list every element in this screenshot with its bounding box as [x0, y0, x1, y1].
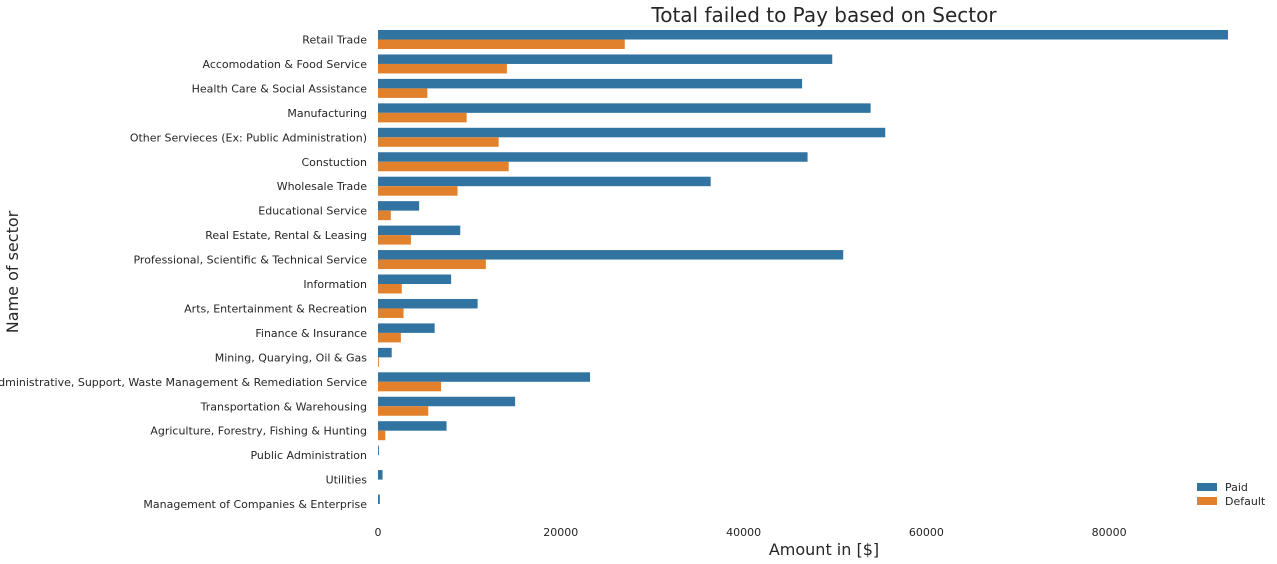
bar-paid-12: [378, 323, 435, 333]
bar-default-12: [378, 332, 401, 343]
y-tick-label: Constuction: [301, 156, 367, 169]
x-axis-label: Amount in [$]: [769, 540, 879, 559]
bar-paid-6: [378, 176, 711, 187]
bar-paid-17: [378, 445, 379, 456]
x-tick-label: 0: [375, 526, 382, 539]
x-tick-label: 20000: [543, 526, 578, 539]
y-tick-label: Accomodation & Food Service: [203, 58, 368, 71]
bar-paid-7: [378, 201, 420, 211]
bar-default-13: [378, 357, 379, 367]
bars: [378, 30, 1228, 505]
y-tick-label: Other Servieces (Ex: Public Administrati…: [130, 131, 367, 144]
legend-swatch-default: [1197, 497, 1217, 505]
bar-default-11: [378, 308, 404, 318]
y-tick-label: Transportation & Warehousing: [200, 400, 367, 413]
x-tick-label: 80000: [1092, 526, 1127, 539]
bar-default-3: [378, 112, 467, 123]
bar-default-6: [378, 186, 458, 196]
bar-default-2: [378, 88, 428, 98]
y-tick-label: Administrative, Support, Waste Managemen…: [0, 376, 367, 389]
bar-paid-11: [378, 298, 478, 309]
bar-paid-8: [378, 225, 461, 236]
y-tick-labels: Retail Trade Accomodation & Food Service H…: [0, 34, 367, 512]
x-tick-label: 60000: [909, 526, 944, 539]
y-tick-label: Wholesale Trade: [277, 180, 368, 193]
x-tick-label: 40000: [726, 526, 761, 539]
y-tick-label: Mining, Quarying, Oil & Gas: [215, 351, 368, 364]
bar-default-14: [378, 381, 442, 392]
y-tick-label: Utilities: [326, 474, 368, 487]
bar-paid-4: [378, 127, 886, 138]
bar-default-4: [378, 137, 499, 147]
legend-swatch-paid: [1197, 483, 1217, 491]
bar-paid-15: [378, 396, 516, 407]
bar-paid-16: [378, 421, 447, 431]
y-tick-label: Public Administration: [250, 449, 367, 462]
y-axis-label: Name of sector: [3, 210, 22, 333]
bar-paid-0: [378, 30, 1228, 40]
bar-default-7: [378, 210, 391, 221]
y-tick-label: Retail Trade: [302, 34, 367, 47]
x-tick-labels: 0 20000 40000 60000 80000: [375, 526, 1127, 539]
y-tick-label: Agriculture, Forestry, Fishing & Hunting: [150, 425, 367, 438]
bar-default-9: [378, 259, 486, 270]
bar-paid-10: [378, 274, 452, 284]
y-tick-label: Finance & Insurance: [255, 327, 367, 340]
bar-default-5: [378, 161, 509, 172]
y-tick-label: Health Care & Social Assistance: [192, 82, 368, 95]
bar-paid-5: [378, 152, 808, 162]
bar-default-0: [378, 39, 625, 49]
bar-paid-19: [378, 494, 380, 505]
y-tick-label: Real Estate, Rental & Leasing: [205, 229, 367, 242]
bar-paid-13: [378, 347, 392, 358]
y-tick-label: Management of Companies & Enterprise: [143, 498, 367, 511]
bar-paid-9: [378, 250, 844, 260]
bar-default-16: [378, 430, 386, 441]
bar-default-8: [378, 235, 411, 245]
bar-paid-1: [378, 54, 833, 64]
y-tick-label: Professional, Scientific & Technical Ser…: [133, 254, 367, 267]
bar-paid-2: [378, 78, 803, 89]
legend-label-paid: Paid: [1225, 481, 1248, 494]
bar-default-10: [378, 284, 402, 294]
bar-default-15: [378, 406, 429, 416]
y-tick-label: Manufacturing: [287, 107, 367, 120]
bar-paid-18: [378, 470, 383, 480]
y-tick-label: Arts, Entertainment & Recreation: [184, 302, 367, 315]
legend-label-default: Default: [1225, 495, 1266, 508]
y-tick-label: Educational Service: [258, 205, 367, 218]
chart-title: Total failed to Pay based on Sector: [650, 3, 997, 27]
bar-paid-3: [378, 103, 871, 113]
bar-paid-14: [378, 372, 591, 382]
y-tick-label: Information: [303, 278, 367, 291]
bar-default-1: [378, 63, 507, 74]
